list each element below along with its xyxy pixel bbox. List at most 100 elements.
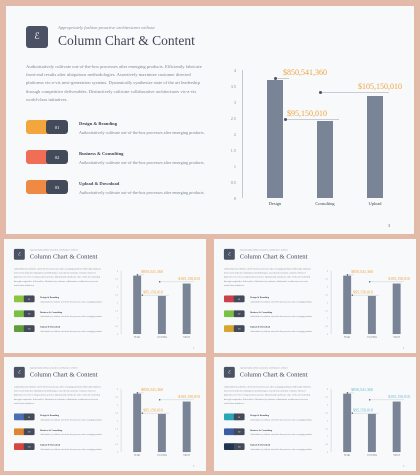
feature-item: 02 Business & Consulting Authoritatively… (223, 428, 318, 443)
value-label: $850,541,360 (351, 387, 373, 392)
feature-description: Authoritatively cultivate out-of-the-box… (40, 315, 103, 318)
logo-glyph: ℰ (34, 32, 40, 42)
thumbnail-slide-3[interactable]: ℰ Appropriately fashion proactive archit… (4, 357, 206, 471)
feature-item: 03 Upload & Download Authoritatively cul… (13, 325, 108, 340)
main-slide[interactable]: ℰ Appropriately fashion proactive archit… (6, 6, 414, 234)
feature-heading: Design & Branding (40, 413, 59, 417)
slide-subtitle: Appropriately fashion proactive architec… (239, 248, 288, 251)
slide-title: Column Chart & Content (239, 370, 308, 378)
value-marker (284, 118, 287, 122)
x-tick-label: Design (344, 335, 351, 338)
feature-number: 02 (23, 428, 35, 436)
thumbnail-slide-1[interactable]: ℰ Appropriately fashion proactive archit… (4, 239, 206, 353)
value-label: $95,150,010 (143, 290, 163, 295)
column-chart: 0 0.5 1 1.5 2 2.5 3 3.5 4 Design Consulting Upload $… (324, 268, 411, 342)
thumbnail-slide-4[interactable]: ℰ Appropriately fashion proactive archit… (214, 357, 416, 471)
y-tick-label: 1 (326, 316, 328, 320)
slide-subtitle: Appropriately fashion proactive architec… (29, 248, 78, 251)
value-marker (158, 280, 161, 283)
y-tick-label: 2.5 (230, 115, 236, 121)
y-tick-label: 4 (233, 67, 236, 73)
y-tick-label: 1.5 (115, 309, 118, 312)
y-axis (242, 70, 243, 198)
feature-badge: 02 (13, 428, 35, 436)
logo-glyph: ℰ (17, 251, 21, 257)
y-tick-label: 2.5 (115, 293, 118, 296)
feature-number: 03 (23, 325, 35, 333)
feature-badge: 01 (223, 295, 245, 303)
value-marker (351, 294, 354, 297)
feature-badge: 01 (13, 413, 35, 421)
x-tick-label: Upload (183, 335, 190, 338)
feature-item: 03 Upload & Download Authoritatively cul… (223, 325, 318, 340)
value-label: $105,150,010 (388, 394, 411, 399)
value-marker (141, 294, 144, 297)
chart-bar (367, 95, 383, 198)
feature-item: 01 Design & Branding Authoritatively cul… (223, 413, 318, 428)
x-tick-label: Design (134, 335, 141, 338)
logo-glyph: ℰ (227, 369, 231, 375)
y-tick-label: 2 (116, 419, 118, 422)
feature-description: Authoritatively cultivate out-of-the-box… (250, 448, 313, 451)
y-tick-label: 0.5 (325, 324, 328, 328)
feature-heading: Design & Branding (250, 295, 269, 299)
feature-heading: Upload & Download (79, 181, 120, 186)
slide-paragraph: Authoritatively cultivate out-of-the-box… (13, 267, 101, 287)
feature-heading: Upload & Download (250, 325, 271, 329)
feature-heading: Design & Branding (40, 295, 59, 299)
value-label: $105,150,010 (358, 81, 402, 91)
chart-bar (367, 296, 376, 335)
slide-title: Column Chart & Content (29, 252, 98, 260)
slide-subtitle: Appropriately fashion proactive architec… (58, 25, 155, 30)
value-marker (368, 398, 371, 401)
value-marker (274, 76, 277, 80)
y-tick-label: 3.5 (325, 277, 328, 280)
x-tick-label: Consulting (367, 335, 377, 338)
thumbnail-slide-2[interactable]: ℰ Appropriately fashion proactive archit… (214, 239, 416, 353)
feature-heading: Business & Consulting (79, 151, 124, 156)
feature-heading: Business & Consulting (40, 428, 63, 432)
page-number: 3 (193, 346, 195, 349)
x-tick-label: Consulting (315, 201, 335, 206)
feature-badge: 03 (13, 443, 35, 451)
feature-description: Authoritatively cultivate out-of-the-box… (250, 433, 313, 436)
value-label: $850,541,360 (351, 269, 373, 274)
feature-heading: Business & Consulting (40, 310, 63, 314)
feature-number: 01 (233, 295, 245, 303)
value-label: $95,150,010 (353, 290, 373, 295)
logo-glyph: ℰ (227, 251, 231, 257)
y-tick-label: 0 (116, 450, 118, 454)
value-label: $95,150,010 (143, 408, 163, 413)
column-chart: 0 0.5 1 1.5 2 2.5 3 3.5 4 Design Consulting Upload $… (114, 268, 200, 342)
value-label: $850,541,360 (141, 387, 163, 392)
slide-title: Column Chart & Content (29, 370, 98, 378)
page-number: 3 (388, 223, 391, 228)
chart-bar (133, 393, 142, 453)
value-marker (346, 391, 349, 394)
logo: ℰ (223, 248, 235, 260)
slide-content: ℰ Appropriately fashion proactive archit… (214, 357, 416, 470)
x-tick-label: Upload (368, 201, 382, 206)
slide-title: Column Chart & Content (239, 252, 308, 260)
y-tick-label: 0 (233, 195, 236, 201)
y-tick-label: 0.5 (115, 324, 118, 328)
slide-paragraph: Authoritatively cultivate out-of-the-box… (13, 385, 101, 405)
y-tick-label: 0 (326, 332, 328, 336)
feature-number: 01 (46, 120, 68, 134)
feature-item: 03 Upload & Download Authoritatively cul… (26, 180, 216, 210)
logo: ℰ (26, 26, 48, 48)
y-tick-label: 2.5 (325, 293, 328, 296)
feature-item: 02 Business & Consulting Authoritatively… (26, 150, 216, 180)
chart-bar (392, 283, 401, 335)
y-tick-label: 4 (116, 387, 118, 390)
feature-number: 02 (23, 310, 35, 318)
feature-number: 02 (233, 428, 245, 436)
y-tick-label: 3.5 (115, 395, 118, 398)
logo: ℰ (13, 366, 25, 378)
value-label: $105,150,010 (388, 276, 411, 281)
feature-item: 01 Design & Branding Authoritatively cul… (223, 295, 318, 310)
slide-paragraph: Authoritatively cultivate out-of-the-box… (223, 267, 311, 287)
feature-number: 01 (233, 413, 245, 421)
x-tick-label: Design (134, 453, 141, 456)
feature-description: Authoritatively cultivate out-of-the-box… (250, 418, 313, 421)
